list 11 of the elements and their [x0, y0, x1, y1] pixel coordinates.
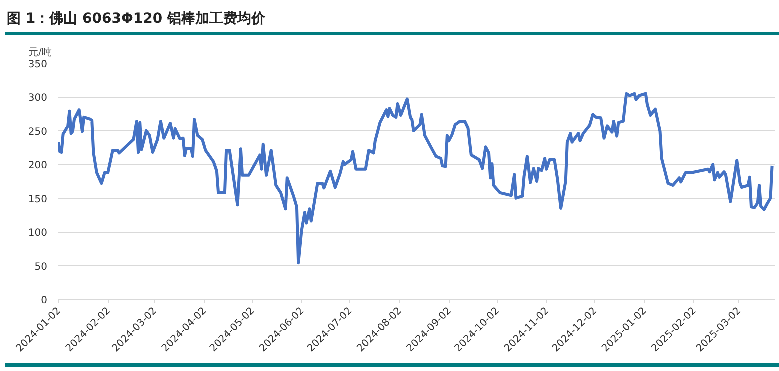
y-tick-label: 350 — [28, 60, 48, 70]
y-tick-label: 150 — [28, 194, 48, 206]
y-tick-label: 300 — [28, 93, 48, 104]
y-tick-label: 50 — [34, 262, 48, 273]
y-axis-title: 元/吨 — [28, 46, 52, 58]
y-tick-label: 200 — [28, 160, 48, 172]
y-tick-label: 0 — [41, 296, 48, 306]
chart-title: 图 1：佛山 6063Φ120 铝棒加工费均价 — [7, 10, 266, 29]
y-tick-label: 250 — [28, 126, 48, 138]
line-series — [58, 92, 774, 265]
y-tick-label: 100 — [28, 228, 48, 240]
